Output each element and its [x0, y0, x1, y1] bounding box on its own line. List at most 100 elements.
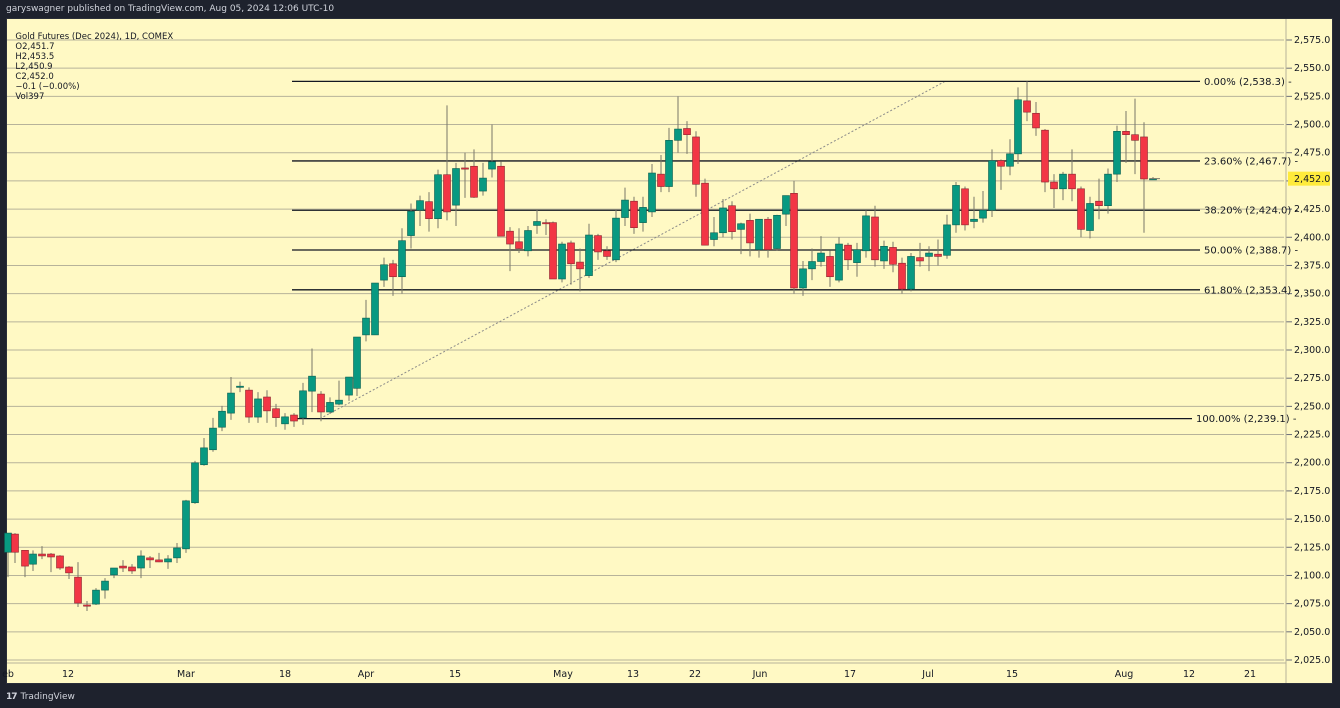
candle-down[interactable] — [461, 167, 469, 170]
candle-down[interactable] — [898, 262, 906, 290]
candle-down[interactable] — [74, 576, 82, 604]
candle-down[interactable] — [844, 244, 852, 261]
candle-up[interactable] — [524, 230, 532, 252]
candle-down[interactable] — [997, 160, 1005, 167]
candle-down[interactable] — [470, 165, 478, 198]
candle-up[interactable] — [209, 427, 217, 451]
candle-up[interactable] — [674, 128, 682, 141]
candle-up[interactable] — [925, 252, 933, 257]
candle-down[interactable] — [961, 188, 969, 226]
candle-up[interactable] — [191, 462, 199, 504]
candle-up[interactable] — [782, 195, 790, 215]
candle-down[interactable] — [826, 256, 834, 278]
candle-down[interactable] — [128, 566, 136, 572]
candle-up[interactable] — [817, 252, 825, 262]
candle-up[interactable] — [407, 211, 415, 236]
candle-up[interactable] — [218, 410, 226, 428]
candle-down[interactable] — [317, 393, 325, 413]
candle-up[interactable] — [1059, 173, 1067, 190]
candle-down[interactable] — [272, 408, 280, 418]
candle-up[interactable] — [326, 402, 334, 413]
candle-up[interactable] — [173, 547, 181, 559]
candle-up[interactable] — [799, 268, 807, 289]
candle-up[interactable] — [880, 245, 888, 262]
candle-up[interactable] — [835, 243, 843, 281]
candle-up[interactable] — [853, 249, 861, 263]
candle-down[interactable] — [506, 230, 514, 245]
candle-down[interactable] — [1140, 136, 1148, 180]
candle-down[interactable] — [542, 222, 550, 225]
candle-down[interactable] — [1122, 131, 1130, 135]
candle-down[interactable] — [1032, 112, 1040, 129]
candle-up[interactable] — [110, 567, 118, 576]
candle-up[interactable] — [335, 399, 343, 405]
candle-down[interactable] — [764, 218, 772, 250]
candle-up[interactable] — [719, 207, 727, 234]
candle-down[interactable] — [630, 200, 638, 228]
candle-down[interactable] — [683, 128, 691, 135]
candle-up[interactable] — [479, 177, 487, 192]
candle-down[interactable] — [1068, 173, 1076, 190]
candle-up[interactable] — [737, 223, 745, 230]
candle-down[interactable] — [425, 201, 433, 219]
candle-up[interactable] — [345, 376, 353, 396]
candle-up[interactable] — [434, 174, 442, 219]
candle-up[interactable] — [1006, 153, 1014, 167]
candle-up[interactable] — [353, 336, 361, 389]
candle-up[interactable] — [92, 589, 100, 605]
candle-down[interactable] — [38, 553, 46, 557]
candle-down[interactable] — [790, 193, 798, 289]
candle-down[interactable] — [65, 566, 73, 574]
candle-down[interactable] — [119, 565, 127, 569]
candle-up[interactable] — [227, 392, 235, 414]
candle-up[interactable] — [29, 553, 37, 565]
candle-up[interactable] — [4, 532, 12, 553]
candle-up[interactable] — [182, 500, 190, 550]
candle-up[interactable] — [371, 282, 379, 336]
candle-up[interactable] — [254, 398, 262, 418]
candle-down[interactable] — [567, 242, 575, 265]
candle-down[interactable] — [497, 165, 505, 237]
candle-up[interactable] — [137, 555, 145, 569]
candle-down[interactable] — [263, 396, 271, 412]
candle-down[interactable] — [746, 220, 754, 244]
candle-up[interactable] — [907, 256, 915, 290]
candle-down[interactable] — [11, 533, 19, 553]
candle-up[interactable] — [808, 261, 816, 270]
candle-down[interactable] — [1050, 181, 1058, 190]
candle-up[interactable] — [612, 217, 620, 261]
candle-up[interactable] — [943, 224, 951, 256]
candle-down[interactable] — [56, 555, 64, 569]
candle-down[interactable] — [515, 241, 523, 249]
candle-down[interactable] — [443, 174, 451, 213]
candle-up[interactable] — [308, 375, 316, 392]
candle-up[interactable] — [862, 215, 870, 252]
candle-up[interactable] — [1113, 131, 1121, 175]
candle-down[interactable] — [603, 250, 611, 257]
candle-up[interactable] — [621, 199, 629, 218]
candle-down[interactable] — [146, 557, 154, 561]
candle-up[interactable] — [710, 232, 718, 240]
candle-up[interactable] — [585, 234, 593, 276]
candle-down[interactable] — [155, 559, 163, 563]
candle-up[interactable] — [979, 209, 987, 219]
candle-down[interactable] — [594, 235, 602, 253]
candle-up[interactable] — [380, 264, 388, 281]
candle-down[interactable] — [549, 222, 557, 280]
candle-up[interactable] — [988, 160, 996, 211]
candle-up[interactable] — [362, 317, 370, 336]
candle-down[interactable] — [871, 216, 879, 261]
candle-up[interactable] — [1014, 99, 1022, 155]
candle-up[interactable] — [200, 447, 208, 466]
candle-up[interactable] — [1104, 173, 1112, 207]
candle-up[interactable] — [101, 580, 109, 591]
candle-up[interactable] — [648, 172, 656, 213]
candle-down[interactable] — [1077, 188, 1085, 230]
candle-down[interactable] — [728, 205, 736, 232]
candle-down[interactable] — [1041, 129, 1049, 183]
candle-up[interactable] — [281, 416, 289, 425]
candle-down[interactable] — [701, 182, 709, 246]
candle-down[interactable] — [21, 550, 29, 567]
candle-up[interactable] — [755, 218, 763, 250]
